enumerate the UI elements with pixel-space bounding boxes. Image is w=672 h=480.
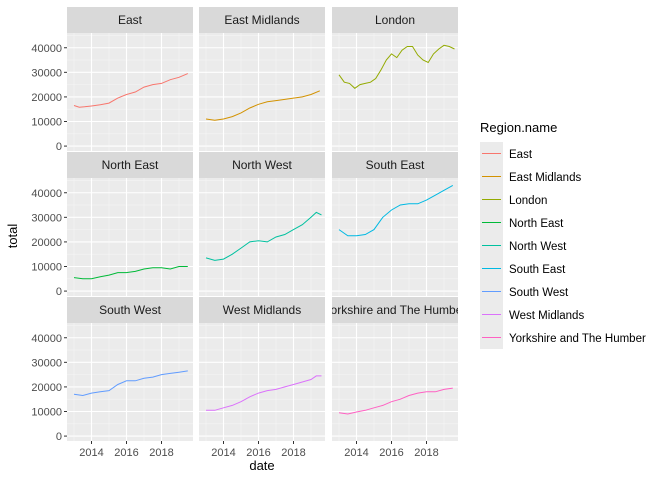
x-tick-label: 2018 xyxy=(414,447,438,459)
legend-item-south-west: South West xyxy=(480,280,569,303)
facet-strip-label: South East xyxy=(366,158,425,172)
legend-label: North West xyxy=(509,241,567,253)
series-line-north-east xyxy=(73,266,188,280)
legend-label: Yorkshire and The Humber xyxy=(509,333,646,345)
facet-strip xyxy=(199,297,325,323)
legend-label: North East xyxy=(509,218,564,230)
facet-strip xyxy=(67,152,193,178)
panel-east-midlands: East Midlands xyxy=(199,7,325,151)
legend-label: South West xyxy=(509,287,569,299)
x-axis-title: date xyxy=(249,458,274,473)
x-tick-label: 2014 xyxy=(344,447,368,459)
facet-strip xyxy=(332,7,458,33)
panel-south-east: South East xyxy=(332,152,458,296)
facet-strip-label: West Midlands xyxy=(223,303,301,317)
facet-strip-label: North West xyxy=(232,158,292,172)
facet-strip xyxy=(199,7,325,33)
legend-item-london: London xyxy=(480,188,547,211)
y-tick-label: 0 xyxy=(56,141,62,153)
panel-background xyxy=(199,323,325,441)
panel-background xyxy=(67,178,193,296)
panel-east: East xyxy=(67,7,193,151)
y-axis-title: total xyxy=(5,224,20,249)
y-tick-label: 40000 xyxy=(31,188,62,200)
panel-yorkshire-and-the-humber: Yorkshire and The Humber xyxy=(324,297,467,441)
legend: Region.name East East Midlands London North … xyxy=(480,120,646,349)
facet-panels: East East Midlands London North East North W… xyxy=(67,7,467,441)
series-line-east xyxy=(73,73,188,108)
legend-label: South East xyxy=(509,264,566,276)
legend-item-east-midlands: East Midlands xyxy=(480,165,581,188)
facet-strip-label: North East xyxy=(102,158,159,172)
facet-strip xyxy=(199,152,325,178)
panel-background xyxy=(332,323,458,441)
x-tick-label: 2016 xyxy=(246,447,270,459)
x-axes: 2014 2016 2018 2014 2016 2018 2014 2016 2018 xyxy=(79,441,439,459)
y-tick-label: 10000 xyxy=(31,262,62,274)
panel-background xyxy=(332,178,458,296)
y-tick-label: 40000 xyxy=(31,43,62,55)
x-tick-label: 2018 xyxy=(281,447,305,459)
y-tick-label: 30000 xyxy=(31,67,62,79)
y-tick-label: 0 xyxy=(56,431,62,443)
x-tick-label: 2016 xyxy=(114,447,138,459)
facet-strip-label: London xyxy=(375,13,415,27)
facet-strip xyxy=(332,152,458,178)
legend-title: Region.name xyxy=(480,120,557,135)
facet-strip-label: South West xyxy=(99,303,161,317)
y-tick-label: 10000 xyxy=(31,117,62,129)
x-tick-label: 2016 xyxy=(379,447,403,459)
facet-strip-label: Yorkshire and The Humber xyxy=(324,303,467,317)
series-line-north-west xyxy=(205,211,322,261)
series-line-east-midlands xyxy=(205,90,320,121)
y-tick-label: 20000 xyxy=(31,92,62,104)
x-tick-label: 2014 xyxy=(79,447,103,459)
series-line-west-midlands xyxy=(206,375,322,411)
legend-item-west-midlands: West Midlands xyxy=(480,303,584,326)
series-line-south-east xyxy=(338,184,454,237)
legend-label: East xyxy=(509,149,533,161)
y-axes: 0 10000 20000 30000 40000 0 10000 20000 30000 400… xyxy=(31,43,67,443)
panel-south-west: South West xyxy=(67,297,193,441)
legend-item-yorkshire-and-the-humber: Yorkshire and The Humber xyxy=(480,326,646,349)
legend-label: West Midlands xyxy=(509,310,584,322)
x-tick-label: 2018 xyxy=(149,447,173,459)
series-line-yorkshire-and-the-humber xyxy=(338,387,453,415)
panel-background xyxy=(332,33,458,151)
y-tick-label: 0 xyxy=(56,286,62,298)
y-tick-label: 30000 xyxy=(31,212,62,224)
series-line-london xyxy=(338,44,455,89)
x-tick-label: 2014 xyxy=(211,447,235,459)
facet-strip xyxy=(67,7,193,33)
y-tick-label: 40000 xyxy=(31,333,62,345)
y-tick-label: 20000 xyxy=(31,382,62,394)
legend-item-north-east: North East xyxy=(480,211,564,234)
panel-london: London xyxy=(332,7,458,151)
legend-item-east: East xyxy=(480,142,533,165)
panel-background xyxy=(67,323,193,441)
panel-north-west: North West xyxy=(199,152,325,296)
facet-strip xyxy=(67,297,193,323)
legend-item-south-east: South East xyxy=(480,257,566,280)
facet-strip-label: East Midlands xyxy=(224,13,299,27)
facet-strip xyxy=(332,297,458,323)
panel-background xyxy=(67,33,193,151)
legend-label: East Midlands xyxy=(509,172,581,184)
panel-west-midlands: West Midlands xyxy=(199,297,325,441)
legend-item-north-west: North West xyxy=(480,234,567,257)
y-tick-label: 20000 xyxy=(31,237,62,249)
panel-background xyxy=(199,33,325,151)
series-line-south-west xyxy=(73,370,188,397)
legend-label: London xyxy=(509,195,547,207)
y-tick-label: 30000 xyxy=(31,357,62,369)
facet-strip-label: East xyxy=(118,13,143,27)
panel-background xyxy=(199,178,325,296)
y-tick-label: 10000 xyxy=(31,407,62,419)
panel-north-east: North East xyxy=(67,152,193,296)
